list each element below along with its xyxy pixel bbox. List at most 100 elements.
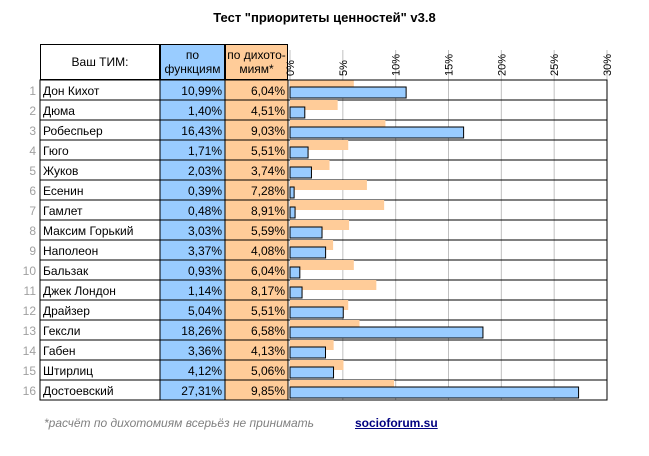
label-dichotomies-8: 4,08% <box>251 244 285 258</box>
label-dichotomies-10: 8,17% <box>251 284 285 298</box>
bar-dichotomies-14 <box>290 360 344 370</box>
label-functions-11: 5,04% <box>188 304 222 318</box>
axis-tick-label-3: 15% <box>444 54 456 76</box>
label-functions-10: 1,14% <box>188 284 222 298</box>
header-functions: по функциям <box>160 44 225 80</box>
bar-functions-0 <box>289 86 407 99</box>
row-number-0: 1 <box>29 84 36 98</box>
bar-dichotomies-13 <box>290 340 334 350</box>
bar-dichotomies-15 <box>290 380 395 390</box>
label-functions-12: 18,26% <box>181 324 222 338</box>
bar-dichotomies-5 <box>290 180 367 190</box>
label-functions-7: 3,03% <box>188 224 222 238</box>
axis-tick-label-0: 0% <box>285 60 297 76</box>
row-name-0: Дон Кихот <box>43 84 100 98</box>
header-functions-line2: функциям <box>164 62 221 76</box>
bar-functions-3 <box>289 146 309 159</box>
label-functions-15: 27,31% <box>181 384 222 398</box>
row-number-3: 4 <box>29 144 36 158</box>
bar-functions-12 <box>289 326 484 339</box>
bar-dichotomies-6 <box>290 200 385 210</box>
row-number-14: 15 <box>23 364 37 378</box>
row-name-14: Штирлиц <box>43 364 93 378</box>
axis-tick-label-1: 5% <box>338 60 350 76</box>
row-number-11: 12 <box>23 304 37 318</box>
label-functions-6: 0,48% <box>188 204 222 218</box>
axis-tick-label-6: 30% <box>602 54 614 76</box>
footer-link[interactable]: socioforum.su <box>355 416 438 430</box>
row-number-12: 13 <box>23 324 37 338</box>
label-functions-3: 1,71% <box>188 144 222 158</box>
bar-dichotomies-10 <box>290 280 377 290</box>
bar-functions-4 <box>289 166 312 179</box>
bar-dichotomies-7 <box>290 220 350 230</box>
axis-tick-label-5: 25% <box>549 54 561 76</box>
label-functions-1: 1,40% <box>188 104 222 118</box>
label-dichotomies-0: 6,04% <box>251 84 285 98</box>
row-name-10: Джек Лондон <box>43 284 116 298</box>
row-name-3: Гюго <box>43 144 69 158</box>
row-name-12: Гексли <box>43 324 80 338</box>
bar-dichotomies-9 <box>290 260 354 270</box>
label-dichotomies-3: 5,51% <box>251 144 285 158</box>
label-functions-13: 3,36% <box>188 344 222 358</box>
row-name-8: Наполеон <box>43 244 98 258</box>
row-number-8: 9 <box>29 244 36 258</box>
bar-dichotomies-1 <box>290 100 338 110</box>
bar-functions-1 <box>289 106 306 119</box>
row-name-15: Достоевский <box>43 384 114 398</box>
header-functions-line1: по <box>185 48 200 62</box>
label-functions-2: 16,43% <box>181 124 222 138</box>
label-dichotomies-13: 4,13% <box>251 344 285 358</box>
row-name-9: Бальзак <box>43 264 89 278</box>
label-dichotomies-14: 5,06% <box>251 364 285 378</box>
plot-frame <box>287 79 608 401</box>
bar-dichotomies-11 <box>290 300 349 310</box>
header-dichotomies-line2: миям* <box>239 62 274 76</box>
label-dichotomies-9: 6,04% <box>251 264 285 278</box>
axis-tick-label-4: 20% <box>496 54 508 76</box>
row-number-1: 2 <box>29 104 36 118</box>
row-number-2: 3 <box>29 124 36 138</box>
bar-functions-10 <box>289 286 303 299</box>
row-name-6: Гамлет <box>43 204 83 218</box>
bar-functions-8 <box>289 246 327 259</box>
label-dichotomies-4: 3,74% <box>251 164 285 178</box>
header-tim-label: Ваш ТИМ: <box>71 55 129 69</box>
bar-functions-6 <box>289 206 296 219</box>
label-dichotomies-6: 8,91% <box>251 204 285 218</box>
row-name-11: Драйзер <box>43 304 90 318</box>
row-number-9: 10 <box>23 264 37 278</box>
bar-functions-5 <box>289 186 295 199</box>
label-dichotomies-5: 7,28% <box>251 184 285 198</box>
bar-functions-13 <box>289 346 327 359</box>
label-dichotomies-15: 9,85% <box>251 384 285 398</box>
row-number-6: 7 <box>29 204 36 218</box>
row-number-4: 5 <box>29 164 36 178</box>
row-number-15: 16 <box>23 384 37 398</box>
label-dichotomies-12: 6,58% <box>251 324 285 338</box>
axis-tick-label-2: 10% <box>391 54 403 76</box>
row-number-10: 11 <box>24 284 37 298</box>
label-dichotomies-7: 5,59% <box>251 224 285 238</box>
bar-dichotomies-2 <box>290 120 386 130</box>
label-functions-4: 2,03% <box>188 164 222 178</box>
label-functions-5: 0,39% <box>188 184 222 198</box>
row-number-13: 14 <box>23 344 37 358</box>
bar-dichotomies-3 <box>290 140 349 150</box>
header-dichotomies-line1: по дихото- <box>227 48 286 62</box>
label-dichotomies-2: 9,03% <box>251 124 285 138</box>
bar-functions-2 <box>289 126 465 139</box>
label-functions-8: 3,37% <box>188 244 222 258</box>
label-functions-9: 0,93% <box>188 264 222 278</box>
row-number-5: 6 <box>29 184 36 198</box>
bar-dichotomies-12 <box>290 320 360 330</box>
bar-functions-9 <box>289 266 301 279</box>
row-name-2: Робеспьер <box>43 124 103 138</box>
chart-title: Тест "приоритеты ценностей" v3.8 <box>213 10 436 25</box>
row-name-5: Есенин <box>43 184 84 198</box>
row-name-13: Габен <box>43 344 76 358</box>
row-name-4: Жуков <box>43 164 78 178</box>
bar-functions-11 <box>289 306 344 319</box>
